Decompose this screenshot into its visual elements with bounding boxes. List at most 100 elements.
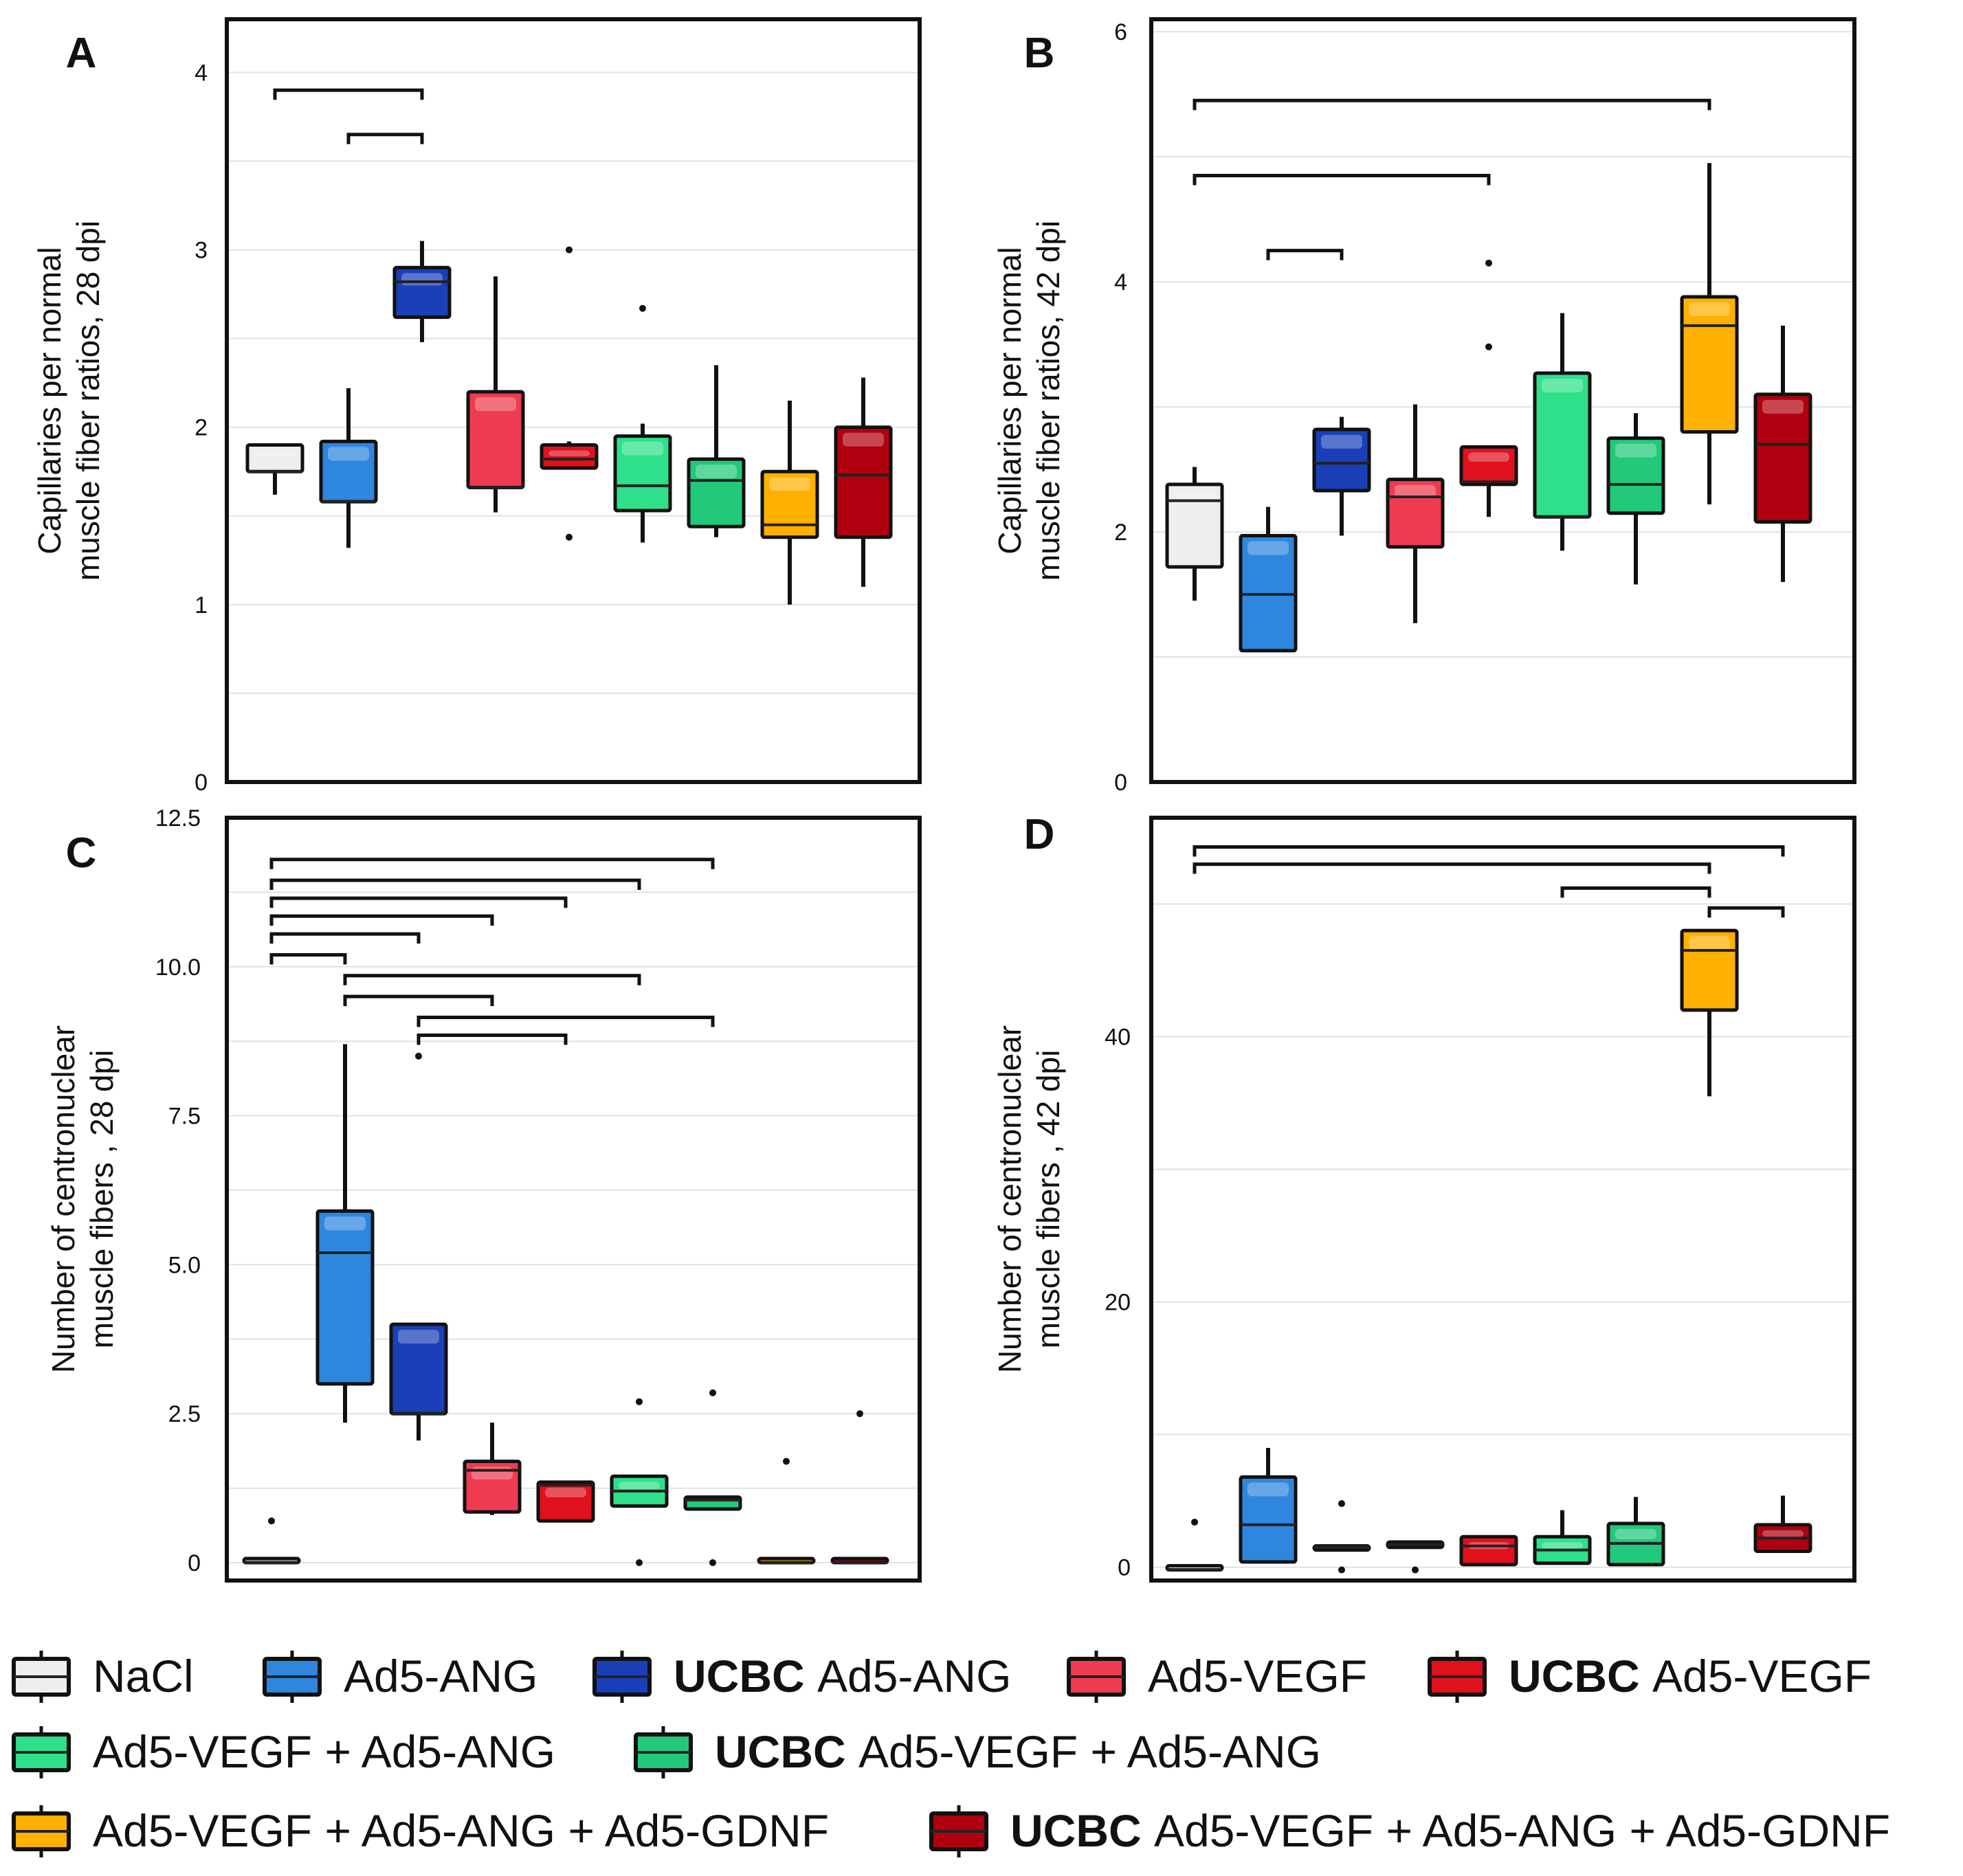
significance-bracket — [1560, 886, 1711, 898]
box-highlight — [472, 1466, 513, 1479]
y-tick-label: 2.5 — [168, 1401, 201, 1427]
box-highlight — [1689, 302, 1730, 316]
box-body — [1533, 371, 1592, 519]
panel-a-y-axis-label: Capillaries per normalmuscle fiber ratio… — [32, 221, 106, 581]
box-highlight — [1542, 378, 1583, 392]
legend-item: Ad5-VEGF + Ad5-ANG + Ad5-GDNF — [12, 1805, 829, 1857]
legend-label-text: Ad5-VEGF + Ad5-ANG + Ad5-GDNF — [93, 1805, 829, 1856]
box-d-9 — [1753, 1495, 1812, 1554]
y-tick-label: 12.5 — [155, 805, 201, 831]
panel-d-letter: D — [1024, 811, 1055, 858]
significance-bracket — [343, 994, 494, 1007]
box-d-2 — [1239, 1447, 1298, 1564]
y-tick-label: 40 — [1105, 1025, 1131, 1051]
legend-item: UCBC Ad5-VEGF + Ad5-ANG + Ad5-GDNF — [929, 1805, 1890, 1857]
box-a-5 — [540, 246, 599, 541]
legend-item: NaCl — [12, 1651, 194, 1703]
box-a-1 — [245, 443, 304, 495]
box-a-9 — [834, 377, 893, 588]
box-highlight — [622, 441, 663, 456]
box-highlight — [1762, 1530, 1804, 1537]
box-a-6 — [613, 304, 672, 543]
y-axis-label-line: muscle fiber ratios, 28 dpi — [70, 221, 106, 581]
box-c-8 — [757, 1458, 816, 1565]
significance-bracket — [1707, 906, 1785, 918]
box-c-7 — [683, 1389, 742, 1566]
y-tick-label: 3 — [195, 238, 208, 264]
y-tick-label: 1 — [195, 592, 208, 618]
legend-label-text: Ad5-VEGF + Ad5-ANG — [858, 1726, 1321, 1777]
box-highlight — [1247, 1482, 1289, 1497]
legend-item: Ad5-VEGF — [1067, 1651, 1367, 1703]
box-highlight — [254, 450, 296, 458]
legend-label: UCBC Ad5-ANG — [674, 1651, 1011, 1701]
box-body — [245, 443, 304, 473]
outlier-point — [1412, 1566, 1419, 1574]
box-a-8 — [760, 401, 819, 605]
significance-bracket — [269, 878, 641, 891]
box-body — [760, 469, 819, 539]
legend-label-prefix: UCBC — [715, 1726, 858, 1777]
legend-label: Ad5-ANG — [344, 1651, 537, 1701]
box-b-6 — [1533, 313, 1592, 551]
box-b-2 — [1239, 506, 1298, 653]
significance-bracket — [269, 914, 494, 926]
legend-item: UCBC Ad5-VEGF + Ad5-ANG — [634, 1726, 1321, 1778]
y-axis-label-line: muscle fiber ratios, 42 dpi — [1030, 221, 1066, 581]
outlier-point — [856, 1410, 863, 1418]
box-highlight — [1615, 443, 1656, 458]
box-body — [1312, 427, 1371, 493]
significance-bracket — [1193, 98, 1711, 111]
box-body — [1459, 445, 1518, 487]
box-a-7 — [687, 365, 746, 537]
significance-bracket — [269, 896, 568, 908]
box-b-4 — [1386, 404, 1445, 623]
box-highlight — [769, 477, 810, 491]
box-highlight — [324, 1216, 366, 1231]
legend-item: UCBC Ad5-VEGF — [1428, 1651, 1872, 1703]
y-axis-label-line: Number of centronuclear — [992, 1025, 1028, 1373]
significance-bracket — [417, 1034, 568, 1045]
box-highlight — [619, 1482, 660, 1490]
legend-label-text: NaCl — [93, 1651, 194, 1701]
box-highlight — [328, 447, 369, 461]
box-body — [613, 434, 672, 513]
legend-label-prefix: UCBC — [1010, 1805, 1154, 1856]
box-highlight — [398, 1330, 439, 1344]
box-highlight — [1468, 452, 1509, 462]
box-c-6 — [610, 1398, 669, 1566]
significance-bracket — [343, 974, 641, 985]
outlier-point — [1338, 1500, 1345, 1508]
significance-bracket — [1193, 862, 1711, 874]
y-tick-label: 0 — [188, 1550, 201, 1576]
outlier-point — [268, 1517, 275, 1525]
y-tick-label: 0 — [1118, 1555, 1131, 1581]
y-tick-label: 2 — [195, 415, 208, 441]
panel-c-frame — [225, 816, 922, 1583]
box-highlight — [1321, 434, 1362, 449]
legend-label-text: Ad5-VEGF — [1652, 1651, 1872, 1701]
y-tick-label: 4 — [1114, 269, 1127, 295]
y-axis-label-line: Number of centronuclear — [45, 1025, 81, 1373]
y-tick-label: 10.0 — [155, 954, 201, 981]
y-tick-label: 4 — [195, 60, 208, 86]
box-body — [540, 443, 599, 470]
box-body — [1606, 436, 1665, 515]
panel-c-y-axis-label: Number of centronuclearmuscle fibers , 2… — [45, 1025, 120, 1373]
legend-item: Ad5-ANG — [263, 1651, 537, 1703]
box-highlight — [843, 432, 884, 447]
outlier-point — [566, 246, 573, 254]
significance-bracket — [1266, 249, 1344, 260]
y-tick-label: 0 — [195, 770, 208, 796]
y-tick-label: 20 — [1105, 1290, 1131, 1316]
legend-label: UCBC Ad5-VEGF + Ad5-ANG + Ad5-GDNF — [1010, 1805, 1890, 1856]
box-body — [1753, 392, 1812, 524]
box-highlight — [545, 1487, 586, 1498]
outlier-point — [1485, 343, 1492, 350]
panel-d-gridlines — [1151, 903, 1854, 1568]
box-highlight — [401, 273, 443, 286]
box-highlight — [1689, 936, 1730, 950]
legend-item: UCBC Ad5-ANG — [592, 1651, 1011, 1703]
box-body — [1165, 482, 1224, 569]
